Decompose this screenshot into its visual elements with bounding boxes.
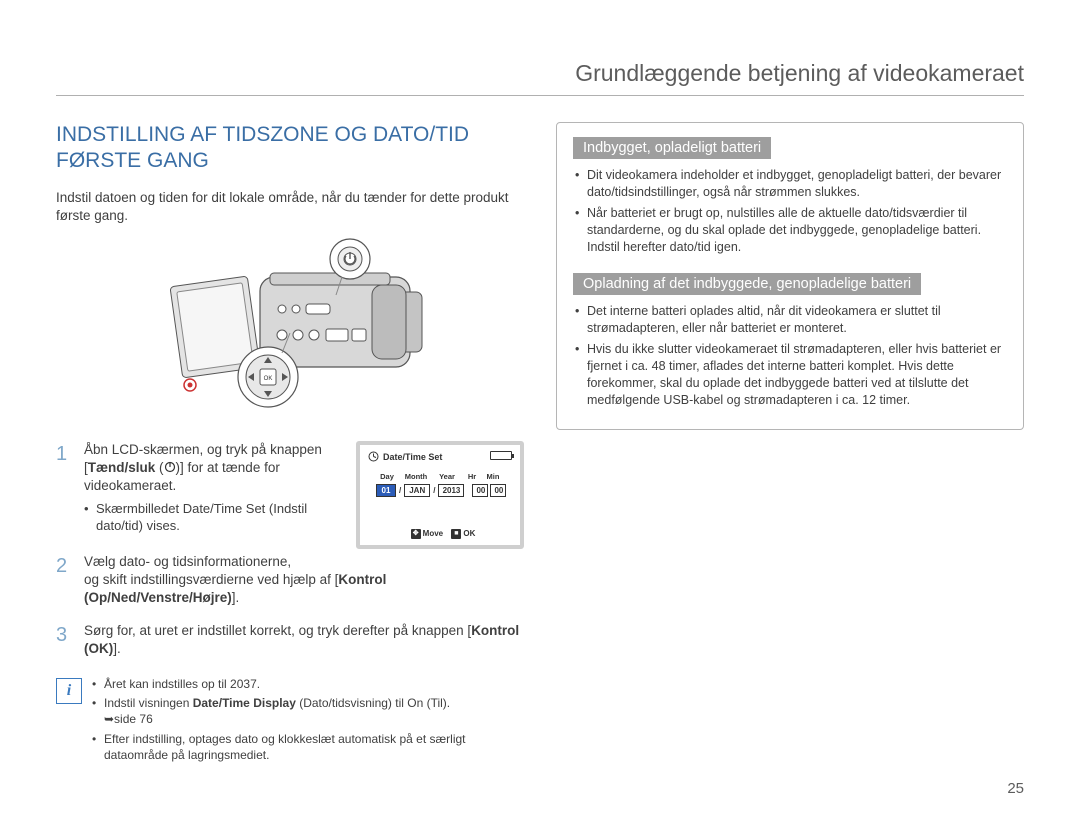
clock-icon: [368, 451, 379, 464]
lcd-hdr-hr: Hr: [464, 472, 480, 481]
lcd-hdr-min: Min: [484, 472, 502, 481]
note-3: Efter indstilling, optages dato og klokk…: [92, 731, 524, 763]
right-column: Indbygget, opladeligt batteri Dit videok…: [556, 122, 1024, 766]
move-icon: ✥: [411, 529, 421, 539]
lcd-val-month: JAN: [404, 484, 430, 497]
section-heading: INDSTILLING AF TIDSZONE OG DATO/TID FØRS…: [56, 122, 524, 175]
info1-bullet2: Når batteriet er brugt op, nulstilles al…: [573, 205, 1007, 256]
lcd-preview: Date/Time Set Day Month Year Hr Min 01: [356, 441, 524, 549]
info-title-2: Opladning af det indbyggede, genopladeli…: [573, 273, 921, 295]
step-2-number: 2: [56, 553, 72, 608]
lcd-hdr-day: Day: [376, 472, 398, 481]
step-1: 1 Åbn LCD-skærmen, og tryk på knappen [T…: [56, 441, 346, 535]
lcd-hdr-month: Month: [402, 472, 430, 481]
step-1-sub: Skærmbilledet Date/Time Set (Indstil dat…: [84, 500, 346, 535]
lcd-ok: OK: [463, 529, 475, 538]
note-2: Indstil visningen Date/Time Display (Dat…: [92, 695, 524, 727]
info2-bullet2: Hvis du ikke slutter videokameraet til s…: [573, 341, 1007, 409]
lcd-title: Date/Time Set: [383, 452, 442, 462]
step-3-a: Sørg for, at uret er indstillet korrekt,…: [84, 623, 471, 638]
info1-bullet1: Dit videokamera indeholder et indbygget,…: [573, 167, 1007, 201]
step-2: 2 Vælg dato- og tidsinformationerne, og …: [56, 553, 524, 608]
lcd-val-min: 00: [490, 484, 506, 497]
note-1: Året kan indstilles op til 2037.: [92, 676, 524, 692]
ok-icon: ■: [451, 529, 461, 539]
step-2-line1: Vælg dato- og tidsinformationerne,: [84, 553, 524, 571]
camcorder-svg: OK: [140, 237, 440, 417]
step-2-line2a: og skift indstillingsværdierne ved hjælp…: [84, 572, 338, 587]
camera-illustration: OK: [56, 237, 524, 417]
page-number: 25: [1007, 780, 1024, 797]
svg-text:OK: OK: [264, 376, 273, 382]
lcd-val-day: 01: [376, 484, 396, 497]
step-3-c: ].: [113, 641, 121, 656]
lcd-hdr-year: Year: [434, 472, 460, 481]
note-box: i Året kan indstilles op til 2037. Indst…: [56, 676, 524, 766]
step-2-line2c: ].: [232, 590, 240, 605]
note-icon: i: [56, 678, 82, 704]
step-1-number: 1: [56, 441, 72, 535]
info-panel: Indbygget, opladeligt batteri Dit videok…: [556, 122, 1024, 430]
lcd-val-year: 2013: [438, 484, 464, 497]
step-3: 3 Sørg for, at uret er indstillet korrek…: [56, 622, 524, 658]
left-column: INDSTILLING AF TIDSZONE OG DATO/TID FØRS…: [56, 122, 524, 766]
lcd-val-hr: 00: [472, 484, 488, 497]
lcd-move: Move: [423, 529, 443, 538]
info2-bullet1: Det interne batteri oplades altid, når d…: [573, 303, 1007, 337]
power-icon: [164, 460, 176, 475]
step-3-number: 3: [56, 622, 72, 658]
note-2-ref: ➥side 76: [104, 712, 153, 726]
step-1-text-b: Tænd/sluk: [88, 460, 156, 475]
battery-icon: [490, 451, 512, 460]
info-title-1: Indbygget, opladeligt batteri: [573, 137, 771, 159]
intro-text: Indstil datoen og tiden for dit lokale o…: [56, 189, 524, 225]
step-1-text-c: (: [155, 460, 163, 475]
page-header-title: Grundlæggende betjening af videokameraet: [56, 60, 1024, 96]
